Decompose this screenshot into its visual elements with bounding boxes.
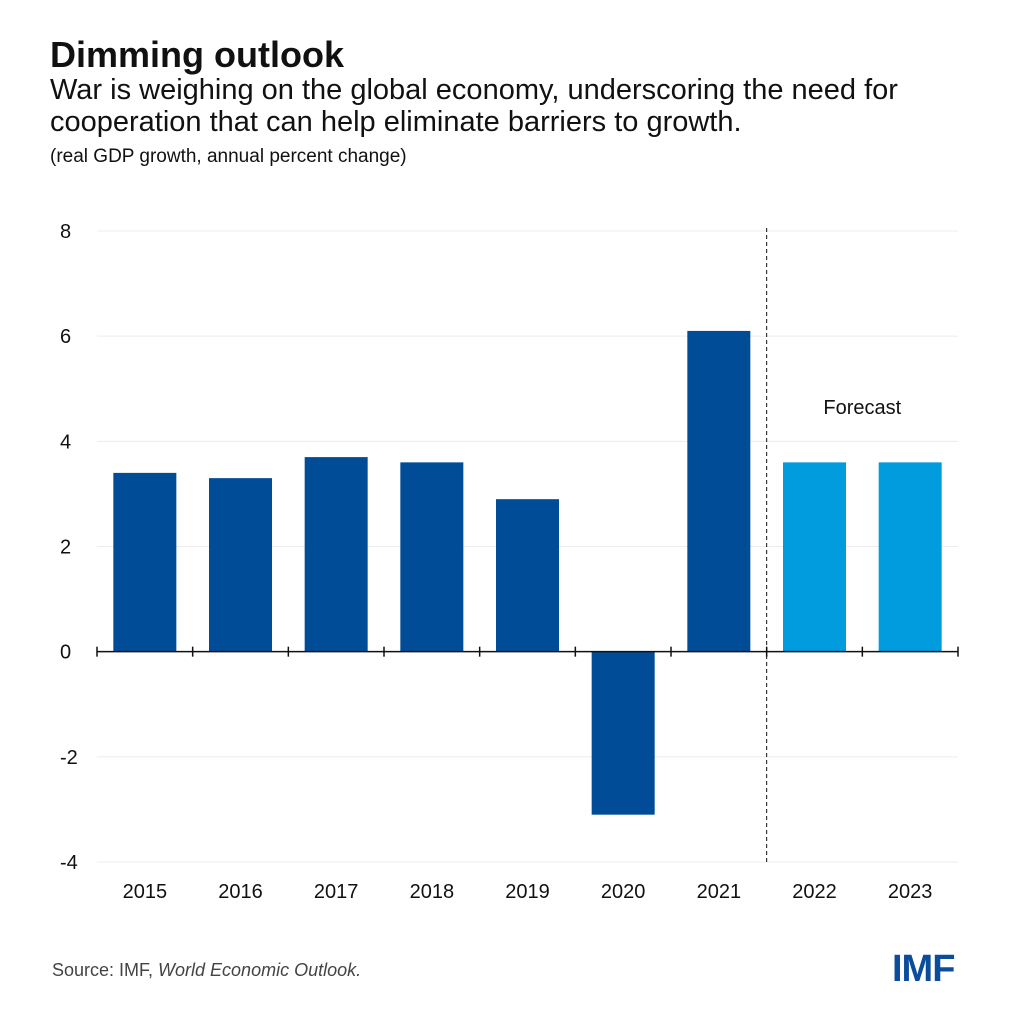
x-tick-label: 2019 xyxy=(505,881,550,903)
x-tick-label: 2017 xyxy=(314,881,359,903)
bar-2018 xyxy=(400,462,464,652)
y-tick-label: 6 xyxy=(60,326,71,348)
x-tick-label: 2020 xyxy=(601,881,646,903)
y-tick-label: 4 xyxy=(60,431,71,453)
bar-2022 xyxy=(783,462,846,652)
x-tick-label: 2015 xyxy=(123,881,168,903)
source-note: Source: IMF, World Economic Outlook. xyxy=(52,960,361,981)
bar-2023 xyxy=(878,462,942,652)
x-tick-label: 2018 xyxy=(410,881,455,903)
bar-2016 xyxy=(209,478,272,652)
y-tick-label: -2 xyxy=(60,747,78,769)
bar-2017 xyxy=(304,457,368,652)
chart-title: Dimming outlook xyxy=(50,34,344,75)
bar-2015 xyxy=(113,472,177,652)
y-tick-label: 8 xyxy=(60,221,71,243)
y-tick-label: 0 xyxy=(60,642,71,664)
forecast-label: Forecast xyxy=(823,397,901,419)
imf-logo: IMF xyxy=(892,948,955,990)
units-label: (real GDP growth, annual percent change) xyxy=(50,146,407,167)
x-tick-label: 2022 xyxy=(792,881,837,903)
bar-2021 xyxy=(687,330,751,652)
chart-subtitle: War is weighing on the global economy, u… xyxy=(50,74,898,138)
y-tick-label: 2 xyxy=(60,537,71,559)
x-tick-label: 2016 xyxy=(218,881,263,903)
bar-2019 xyxy=(496,499,559,652)
y-tick-label: -4 xyxy=(60,852,78,874)
bar-2020 xyxy=(591,651,655,815)
source-prefix: Source: IMF, xyxy=(52,960,159,980)
source-title: World Economic Outlook. xyxy=(158,960,362,980)
x-tick-label: 2023 xyxy=(888,881,933,903)
x-tick-label: 2021 xyxy=(697,881,742,903)
